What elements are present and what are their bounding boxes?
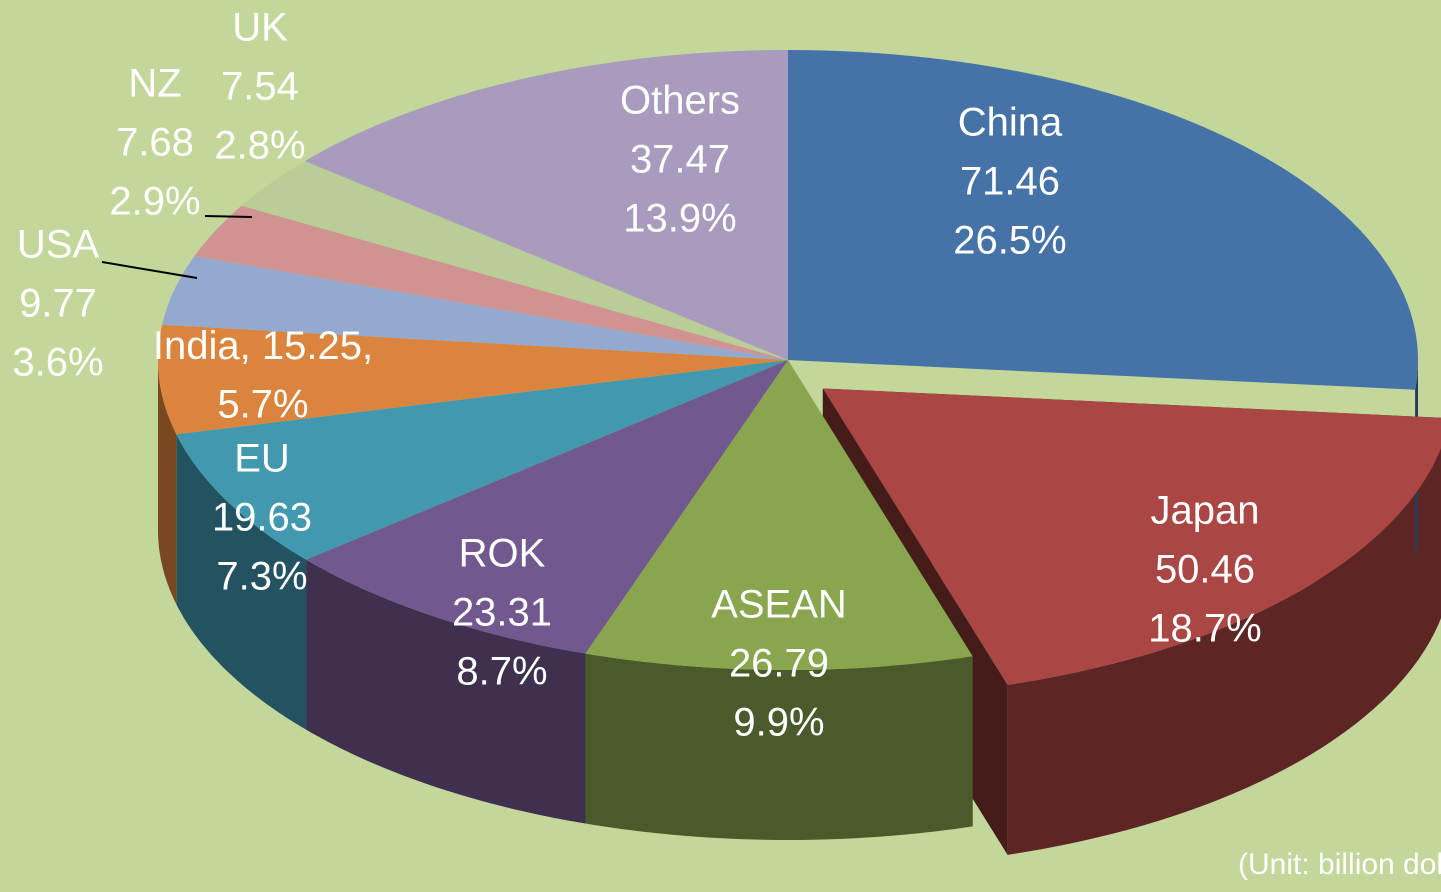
percent-label: 13.9% bbox=[623, 197, 736, 241]
leader-line bbox=[101, 261, 198, 279]
slice bbox=[158, 324, 789, 435]
value-label: 7.68 bbox=[116, 121, 194, 165]
slice-wall bbox=[1007, 448, 1441, 855]
category-label: ASEAN bbox=[711, 583, 847, 627]
category-label: USA bbox=[17, 223, 100, 267]
category-label: India, bbox=[153, 324, 251, 368]
leader-line bbox=[204, 215, 253, 218]
slice bbox=[822, 388, 1441, 685]
slice bbox=[304, 50, 788, 360]
value-label: 37.47 bbox=[630, 138, 730, 182]
value-label: 26.79 bbox=[729, 642, 829, 686]
category-label: NZ bbox=[128, 62, 181, 106]
category-label: China bbox=[958, 101, 1063, 145]
value-label: 9.77 bbox=[19, 282, 97, 326]
slice bbox=[306, 360, 788, 654]
category-label: Others bbox=[620, 79, 740, 123]
percent-label: 8.7% bbox=[456, 650, 547, 694]
percent-label: 5.7% bbox=[217, 383, 308, 427]
category-label: UK bbox=[232, 6, 288, 50]
slice bbox=[788, 50, 1418, 390]
slice bbox=[162, 256, 788, 360]
slice bbox=[585, 360, 973, 670]
slice bbox=[241, 161, 788, 360]
percent-label: 2.8% bbox=[214, 124, 305, 168]
percent-label: 26.5% bbox=[953, 219, 1066, 263]
slice-wall bbox=[176, 434, 307, 730]
slice-wall bbox=[306, 559, 586, 824]
category-label: Japan bbox=[1151, 489, 1260, 533]
slice-wall bbox=[585, 653, 973, 840]
value-label: 7.54 bbox=[221, 65, 299, 109]
percent-label: 18.7% bbox=[1148, 607, 1261, 651]
slice bbox=[194, 205, 788, 360]
category-label: ROK bbox=[459, 532, 546, 576]
value-label: 71.46 bbox=[960, 160, 1060, 204]
category-label: EU bbox=[234, 437, 290, 481]
slice bbox=[176, 360, 788, 560]
percent-label: 7.3% bbox=[216, 555, 307, 599]
slice-wall bbox=[158, 360, 177, 605]
value-label: 15.25, bbox=[262, 324, 373, 368]
annotation: (Unit: billion dollars) bbox=[1238, 848, 1441, 881]
value-label: 23.31 bbox=[452, 591, 552, 635]
percent-label: 2.9% bbox=[109, 180, 200, 224]
value-label: 19.63 bbox=[212, 496, 312, 540]
percent-label: 9.9% bbox=[733, 701, 824, 745]
value-label: 50.46 bbox=[1155, 548, 1255, 592]
percent-label: 3.6% bbox=[12, 341, 103, 385]
data-label: India, 15.25, bbox=[153, 324, 373, 368]
